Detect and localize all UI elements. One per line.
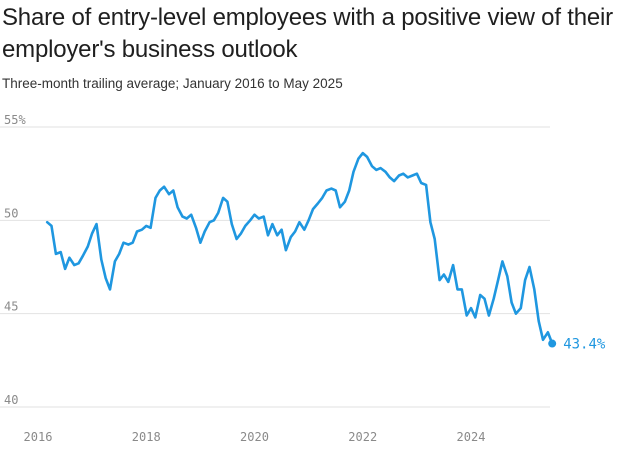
- x-tick-label: 2018: [132, 430, 161, 444]
- x-tick-label: 2016: [24, 430, 53, 444]
- x-tick-label: 2024: [457, 430, 486, 444]
- y-tick-label: 50: [4, 206, 18, 220]
- y-tick-label: 55%: [4, 113, 26, 127]
- end-point-marker: [548, 339, 557, 348]
- end-value-label: 43.4%: [563, 337, 606, 353]
- y-tick-label: 45: [4, 300, 18, 314]
- series-line: [45, 151, 554, 345]
- x-tick-label: 2020: [240, 430, 269, 444]
- chart-title: Share of entry-level employees with a po…: [2, 4, 613, 63]
- y-tick-label: 40: [4, 393, 18, 407]
- x-tick-label: 2022: [348, 430, 377, 444]
- chart-subtitle: Three-month trailing average; January 20…: [2, 76, 343, 91]
